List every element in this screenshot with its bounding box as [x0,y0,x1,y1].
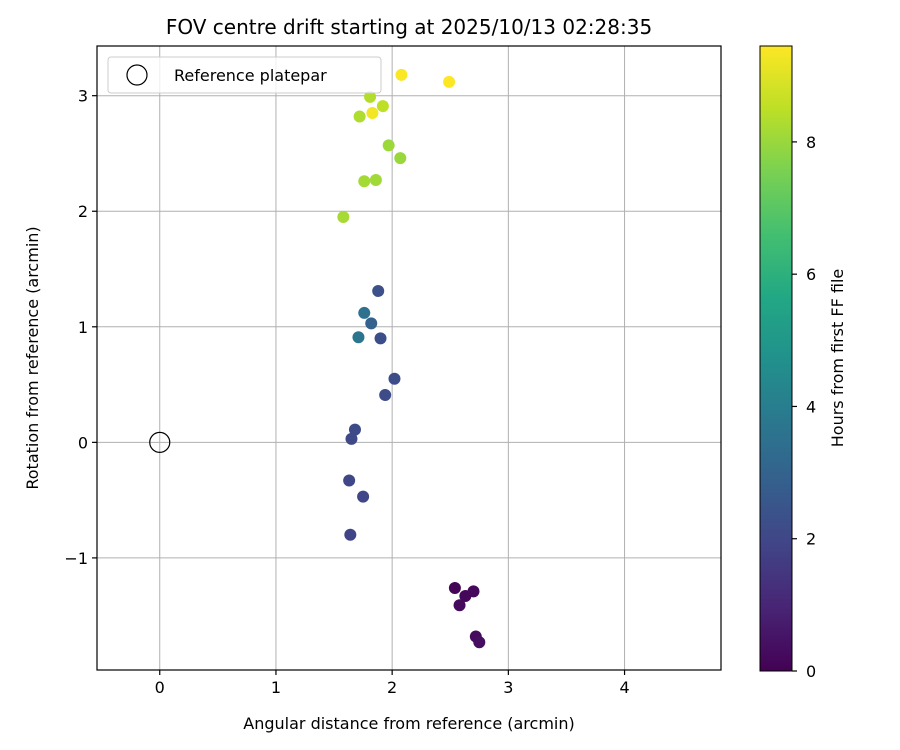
legend-label: Reference platepar [174,66,327,85]
data-point [353,110,366,123]
chart-title: FOV centre drift starting at 2025/10/13 … [166,15,652,39]
data-point [372,284,385,297]
data-point [344,528,357,541]
data-point [366,107,379,120]
colorbar-ticks: 0 2 4 6 8 [792,133,816,681]
data-point [394,152,407,165]
legend-open-circle-marker [126,64,148,86]
data-point [348,423,361,436]
colorbar-tick-label: 0 [806,662,816,681]
data-point [358,306,371,319]
data-point [453,599,466,612]
data-point [358,175,371,188]
colorbar-tick-label: 8 [806,133,816,152]
data-point [352,331,365,344]
x-axis-label: Angular distance from reference (arcmin) [243,714,574,733]
data-point [395,68,408,81]
data-point [376,100,389,113]
y-tick-label: 0 [78,433,88,452]
plot-frame [96,45,722,671]
colorbar-tick-label: 2 [806,530,816,549]
x-tick-label: 1 [271,678,281,697]
data-point [379,388,392,401]
x-tick-label: 0 [155,678,165,697]
colorbar [759,45,793,672]
scatter-points [337,68,486,649]
data-point [365,317,378,330]
x-tick-label: 2 [387,678,397,697]
y-tick-label: −1 [64,549,88,568]
data-point [443,75,456,88]
colorbar-tick-label: 6 [806,265,816,284]
y-tick-label: 1 [78,318,88,337]
legend-box [107,56,382,94]
grid-lines [97,46,721,670]
x-tick-label: 3 [503,678,513,697]
x-axis-ticks: 0 1 2 3 4 [155,670,630,697]
data-point [473,636,486,649]
y-tick-label: 2 [78,202,88,221]
reference-platepar-marker [149,431,171,453]
data-point [467,585,480,598]
y-axis-ticks: −1 0 1 2 3 [64,87,97,568]
y-tick-label: 3 [78,87,88,106]
data-point [337,211,350,224]
data-point [382,139,395,152]
colorbar-label: Hours from first FF file [828,269,847,448]
data-point [388,372,401,385]
legend: Reference platepar [107,56,382,94]
data-point [343,474,356,487]
data-point [448,581,461,594]
data-point [369,174,382,187]
data-point [345,432,358,445]
y-axis-label: Rotation from reference (arcmin) [23,226,42,489]
colorbar-tick-label: 4 [806,397,816,416]
reference-marker [149,431,171,453]
data-point [357,490,370,503]
x-tick-label: 4 [619,678,629,697]
data-point [374,332,387,345]
data-point [364,90,377,103]
